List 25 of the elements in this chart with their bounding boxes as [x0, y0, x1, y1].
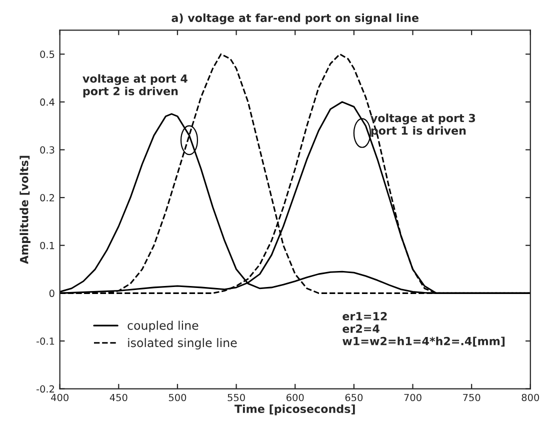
x-tick-label: 450	[110, 394, 128, 402]
x-tick-label: 800	[522, 394, 540, 402]
x-tick-label: 500	[168, 394, 186, 402]
y-tick-label: -0.2	[36, 385, 54, 393]
x-tick-label: 700	[404, 394, 422, 402]
legend-label: isolated single line	[128, 338, 237, 350]
annotation: voltage at port 4 port 2 is driven	[82, 74, 188, 98]
x-tick-label: 550	[228, 394, 245, 402]
y-tick-label: 0.5	[40, 50, 54, 58]
y-axis-title: Amplitude [volts]	[20, 156, 30, 264]
annotation: er1=12 er2=4 w1=w2=h1=4*h2=.4[mm]	[342, 312, 505, 347]
legend-label: coupled line	[128, 320, 198, 332]
x-tick-label: 400	[51, 394, 68, 402]
y-tick-label: 0.4	[40, 98, 54, 106]
y-tick-label: 0.1	[40, 242, 54, 250]
y-tick-label: 0.2	[40, 194, 54, 202]
y-tick-label: -0.1	[36, 337, 54, 345]
y-tick-label: 0.3	[40, 146, 54, 154]
x-tick-label: 750	[463, 394, 480, 402]
x-tick-label: 600	[286, 394, 304, 402]
annotation: voltage at port 3 port 1 is driven	[370, 114, 476, 137]
y-tick-label: 0	[49, 290, 54, 298]
x-axis-title: Time [picoseconds]	[234, 404, 355, 416]
x-tick-label: 650	[345, 394, 363, 402]
chart-title: a) voltage at far-end port on signal line	[172, 13, 419, 24]
